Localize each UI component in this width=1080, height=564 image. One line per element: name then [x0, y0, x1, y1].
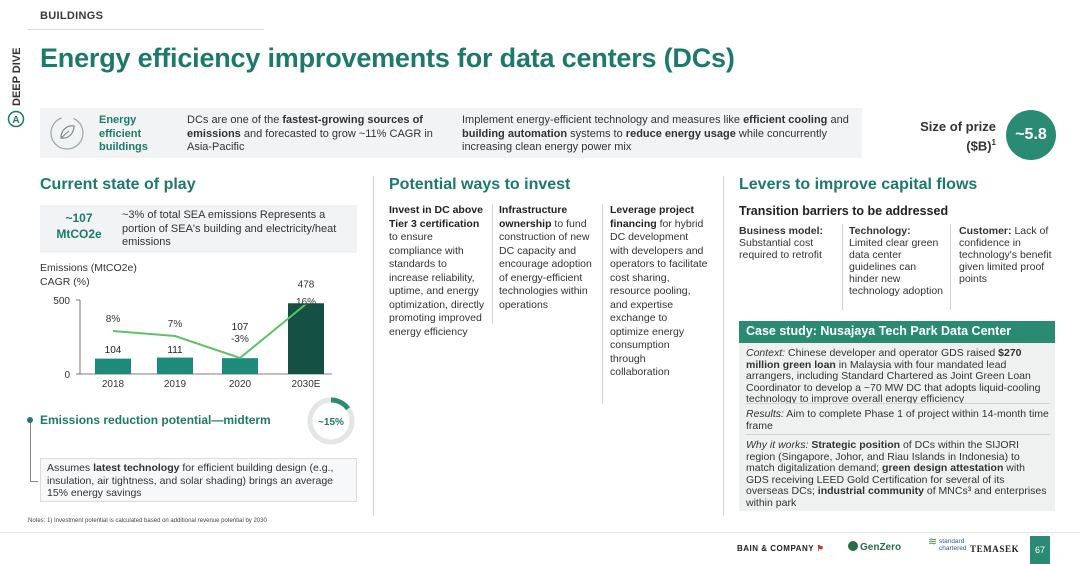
barrier-customer: Customer: Lack of confidence in technolo…	[959, 225, 1052, 285]
emissions-reduction-title: Emissions reduction potential—midterm	[40, 413, 271, 427]
case-study-why: Why it works: Strategic position of DCs …	[746, 439, 1047, 509]
y-tick-label: 500	[53, 296, 70, 307]
page-title: Energy efficiency improvements for data …	[40, 43, 735, 73]
y-tick-label: 0	[64, 370, 70, 381]
x-tick-label: 2018	[102, 379, 125, 390]
x-tick-label: 2020	[229, 379, 252, 390]
invest-option-tier3: Invest in DC above Tier 3 certification …	[389, 204, 485, 338]
divider	[746, 434, 1050, 435]
invest-option-financing: Leverage project financing for hybrid DC…	[610, 204, 708, 378]
cagr-label: -3%	[231, 334, 249, 345]
chart-axis-label: Emissions (MtCO2e) CAGR (%)	[40, 262, 137, 288]
section-tag: BUILDINGS	[40, 10, 104, 22]
cagr-label: 16%	[296, 297, 316, 308]
banner-text-measures: Implement energy-efficient technology an…	[462, 114, 849, 153]
deep-dive-marker: DEEP DIVE A	[4, 44, 26, 136]
column-divider	[950, 224, 951, 310]
emissions-stat-box	[40, 205, 357, 253]
temasek-logo: TEMASEK	[970, 544, 1020, 554]
bracket-connector	[30, 420, 38, 482]
deep-dive-text: DEEP DIVE	[11, 48, 23, 107]
standard-chartered-logo: ≋ standard chartered	[928, 536, 967, 552]
bain-logo: BAIN & COMPANY ⚑	[737, 544, 825, 553]
banner-text-growth: DCs are one of the fastest-growing sourc…	[187, 114, 433, 153]
column-divider	[842, 224, 843, 310]
invest-option-ownership: Infrastructure ownership to fund constru…	[499, 204, 592, 311]
bar-2020	[222, 358, 258, 374]
case-study-body	[739, 343, 1055, 511]
banner-label: Energy efficient buildings	[99, 114, 148, 153]
deep-dive-letter: A	[12, 115, 19, 126]
bar-value-label: 107	[232, 322, 249, 333]
column-divider	[373, 176, 374, 516]
emissions-stat-value: ~107 MtCO2e	[56, 211, 102, 241]
assumption-text: Assumes latest technology for efficient …	[47, 462, 334, 499]
divider	[746, 403, 1050, 404]
column-divider	[723, 176, 724, 516]
levers-heading: Levers to improve capital flows	[739, 176, 978, 193]
cagr-line	[112, 303, 307, 360]
divider	[28, 29, 264, 30]
emissions-stat-text: ~3% of total SEA emissions Represents a …	[122, 209, 337, 248]
transition-barriers-heading: Transition barriers to be addressed	[739, 204, 949, 218]
genzero-logo: GenZero	[848, 541, 901, 553]
emissions-bar-chart: 500 0 104 2018 111 2019 107 2020 478 2030E 8% 7% -…	[53, 279, 332, 390]
bar-value-label: 478	[298, 279, 315, 290]
bar-2018	[95, 358, 131, 374]
page-number: 67	[1030, 536, 1050, 564]
bar-value-label: 104	[105, 345, 122, 356]
leaf-in-circle-icon	[48, 114, 86, 152]
column-divider	[492, 204, 493, 324]
case-study-context: Context: Chinese developer and operator …	[746, 347, 1041, 405]
current-state-heading: Current state of play	[40, 176, 196, 193]
bullet-dot	[27, 417, 33, 423]
reduction-percent: ~15%	[318, 417, 344, 428]
deep-dive-badge-icon: DEEP DIVE A	[7, 48, 25, 128]
summary-banner	[40, 108, 862, 158]
cagr-label: 8%	[106, 314, 121, 325]
barrier-technology: Technology: Limited clear green data cen…	[849, 225, 943, 297]
prize-label: Size of prize ($B)1	[920, 119, 996, 154]
invest-heading: Potential ways to invest	[389, 176, 571, 193]
bar-2019	[157, 357, 193, 374]
case-study-header: Case study: Nusajaya Tech Park Data Cent…	[739, 321, 1055, 343]
assumption-box	[40, 458, 357, 502]
divider	[0, 532, 1080, 533]
footnote: Notes: 1) Investment potential is calcul…	[28, 518, 267, 524]
bar-value-label: 111	[167, 345, 183, 356]
x-tick-label: 2030E	[292, 379, 321, 390]
column-divider	[602, 204, 603, 404]
barrier-business-model: Business model: Substantial cost require…	[739, 225, 824, 261]
cagr-label: 7%	[168, 319, 183, 330]
reduction-progress-ring: ~15%	[307, 397, 355, 445]
x-tick-label: 2019	[164, 379, 187, 390]
prize-value-badge: ~5.8	[1006, 110, 1056, 160]
case-study-results: Results: Aim to complete Phase 1 of proj…	[746, 408, 1049, 432]
